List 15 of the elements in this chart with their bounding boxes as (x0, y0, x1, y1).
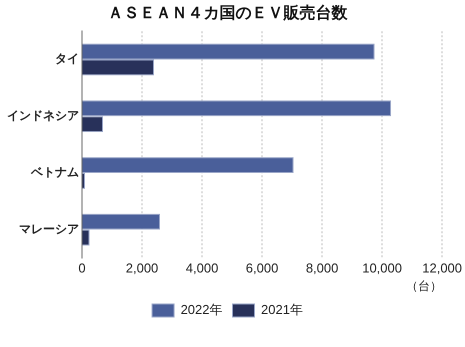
x-tick-label: 6,000 (246, 260, 278, 276)
y-tick-label: タイ (55, 52, 79, 66)
x-tick-label: 0 (78, 260, 86, 276)
x-tick-label: 2,000 (126, 260, 158, 276)
legend-label: 2021年 (261, 302, 303, 318)
chart-title: ＡＳＥＡＮ４カ国のＥＶ販売台数 (108, 2, 348, 22)
y-tick-label: ベトナム (30, 165, 79, 180)
legend-label: 2022年 (180, 302, 222, 318)
x-axis-title: （台） (406, 279, 442, 294)
x-tick-label: 4,000 (186, 260, 218, 276)
y-tick-label: マレーシア (19, 222, 79, 236)
x-tick-label: 8,000 (306, 260, 338, 276)
x-tick-label: 12,000 (422, 260, 462, 276)
y-tick-label: インドネシア (7, 108, 79, 122)
x-tick-label: 10,000 (362, 260, 402, 276)
